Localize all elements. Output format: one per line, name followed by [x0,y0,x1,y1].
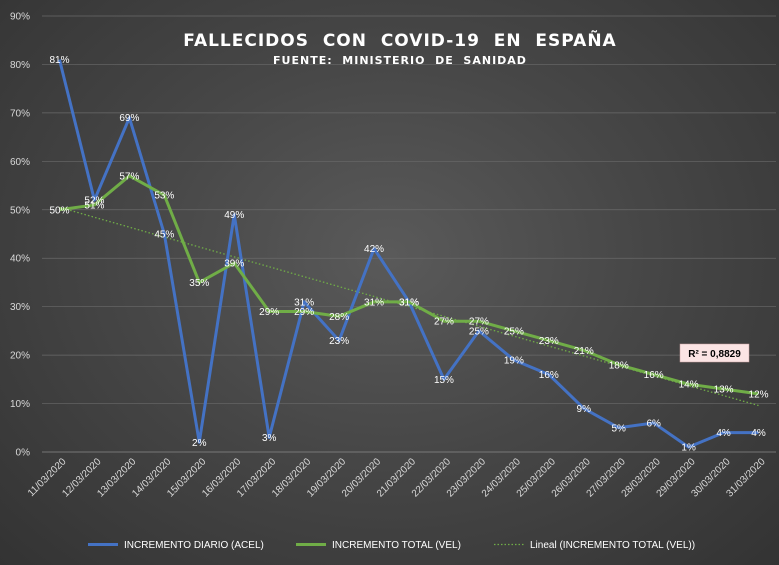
y-axis-ticks: 0% 10% 20% 30% 40% 50% 60% 70% 80% 90% [10,12,30,459]
data-label: 23% [329,336,349,347]
data-label: 31% [399,297,419,308]
data-label: 28% [329,312,349,323]
data-label: 52% [84,196,104,207]
r2-label: R² = 0,8829 [688,349,741,360]
legend-item-lineal: Lineal (INCREMENTO TOTAL (VEL)) [494,540,695,551]
data-label: 25% [469,326,489,337]
data-label: 27% [434,317,454,328]
data-label: 4% [716,428,731,439]
y-tick-label: 10% [10,399,30,410]
data-label: 35% [189,278,209,289]
legend-label-total: INCREMENTO TOTAL (VEL) [332,540,461,551]
r2-box: R² = 0,8829 [679,343,750,363]
y-tick-label: 20% [10,351,30,362]
chart-title: FALLECIDOS CON COVID-19 EN ESPAÑA [183,28,616,51]
y-tick-label: 30% [10,302,30,313]
trendline [59,206,759,407]
data-label: 50% [49,205,69,216]
data-label: 12% [749,389,769,400]
data-label: 23% [539,336,559,347]
data-label: 27% [469,317,489,328]
gridlines [42,15,776,453]
legend: INCREMENTO DIARIO (ACEL) INCREMENTO TOTA… [88,540,695,551]
data-label: 9% [577,404,592,415]
data-label: 15% [434,375,454,386]
data-label: 16% [539,370,559,381]
data-labels: 81% 52% 69% 45% 2% 49% 3% 31% 23% 42% 31% 15% 25% 19%… [49,55,768,454]
data-label: 31% [294,297,314,308]
series-lines [58,59,759,449]
data-label: 5% [611,423,626,434]
data-label: 4% [751,428,766,439]
data-label: 51% [84,200,104,211]
data-label: 25% [504,326,524,337]
y-tick-label: 40% [10,254,30,265]
data-label: 1% [681,443,696,454]
legend-label-diario: INCREMENTO DIARIO (ACEL) [124,540,264,551]
data-label: 19% [504,355,524,366]
y-tick-label: 90% [10,12,30,23]
legend-label-lineal: Lineal (INCREMENTO TOTAL (VEL)) [530,540,695,551]
data-label: 69% [119,113,139,124]
data-label: 31% [399,297,419,308]
data-label: 31% [364,297,384,308]
data-label: 3% [262,433,277,444]
legend-item-diario: INCREMENTO DIARIO (ACEL) [88,540,264,551]
chart-subtitle: FUENTE: MINISTERIO DE SANIDAD [273,54,527,67]
y-tick-label: 50% [10,205,30,216]
y-tick-label: 0% [16,448,31,459]
data-label: 14% [679,380,699,391]
data-label: 29% [259,307,279,318]
trendline-line [59,206,759,407]
data-label: 2% [192,438,207,449]
legend-item-total: INCREMENTO TOTAL (VEL) [296,540,461,551]
x-axis-ticks: 11/03/202012/03/202013/03/202014/03/2020… [26,456,768,499]
data-label: 45% [154,230,174,241]
y-tick-label: 70% [10,108,30,119]
data-label: 81% [49,55,69,66]
data-label: 42% [364,244,384,255]
data-label: 49% [224,210,244,221]
data-label: 29% [294,307,314,318]
series-line-1 [59,174,759,396]
data-label: 6% [646,418,661,429]
y-tick-label: 80% [10,60,30,71]
data-label: 13% [714,385,734,396]
data-label: 39% [224,259,244,270]
data-label: 21% [574,346,594,357]
data-label: 18% [609,360,629,371]
data-label: 57% [119,171,139,182]
data-label: 53% [154,191,174,202]
series-line-0 [58,59,759,449]
y-tick-label: 60% [10,157,30,168]
data-label: 16% [644,370,664,381]
